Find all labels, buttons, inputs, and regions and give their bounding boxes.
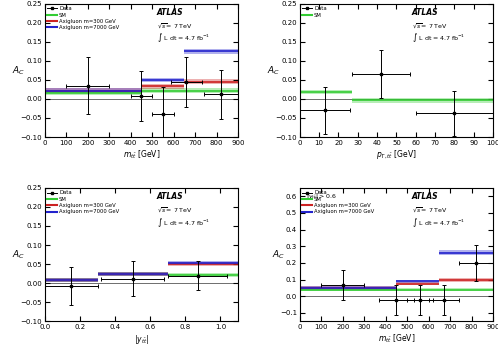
Text: $\sqrt{s}$= 7 TeV: $\sqrt{s}$= 7 TeV (157, 21, 193, 30)
Y-axis label: $A_C$: $A_C$ (12, 64, 25, 76)
X-axis label: $m_{t\bar{t}}$ [GeV]: $m_{t\bar{t}}$ [GeV] (123, 149, 160, 161)
Text: $\int$ L dt = 4.7 fb$^{-1}$: $\int$ L dt = 4.7 fb$^{-1}$ (157, 216, 210, 228)
Text: ATLAS: ATLAS (157, 192, 183, 201)
Text: ATLAS: ATLAS (412, 7, 439, 16)
X-axis label: $m_{t\bar{t}}$ [GeV]: $m_{t\bar{t}}$ [GeV] (377, 333, 415, 345)
Legend: Data, SM: Data, SM (301, 5, 328, 19)
Text: $\int$ L dt = 4.7 fb$^{-1}$: $\int$ L dt = 4.7 fb$^{-1}$ (412, 216, 465, 228)
X-axis label: $|y_{t\bar{t}}|$: $|y_{t\bar{t}}|$ (134, 333, 149, 346)
Y-axis label: $A_C$: $A_C$ (272, 248, 285, 261)
Legend: Data, SM, Axigluon m=300 GeV, Axigluon m=7000 GeV: Data, SM, Axigluon m=300 GeV, Axigluon m… (301, 189, 375, 216)
Legend: Data, SM, Axigluon m=300 GeV, Axigluon m=7000 GeV: Data, SM, Axigluon m=300 GeV, Axigluon m… (46, 5, 121, 31)
Text: $\sqrt{s}$= 7 TeV: $\sqrt{s}$= 7 TeV (412, 205, 448, 214)
Text: ATLAS: ATLAS (157, 7, 183, 16)
Text: $\sqrt{s}$= 7 TeV: $\sqrt{s}$= 7 TeV (412, 21, 448, 30)
Y-axis label: $A_C$: $A_C$ (12, 248, 25, 261)
Y-axis label: $A_C$: $A_C$ (267, 64, 280, 76)
X-axis label: $p_{T,t\bar{t}}$ [GeV]: $p_{T,t\bar{t}}$ [GeV] (376, 149, 417, 161)
Text: ATLAS: ATLAS (412, 192, 439, 201)
Text: $\sqrt{s}$= 7 TeV: $\sqrt{s}$= 7 TeV (157, 205, 193, 214)
Text: $\int$ L dt = 4.7 fb$^{-1}$: $\int$ L dt = 4.7 fb$^{-1}$ (412, 32, 465, 44)
Text: $\int$ L dt = 4.7 fb$^{-1}$: $\int$ L dt = 4.7 fb$^{-1}$ (157, 32, 210, 44)
Text: $|y_{t\bar{t}}|>0.6$: $|y_{t\bar{t}}|>0.6$ (306, 192, 336, 201)
Legend: Data, SM, Axigluon m=300 GeV, Axigluon m=7000 GeV: Data, SM, Axigluon m=300 GeV, Axigluon m… (46, 189, 121, 216)
